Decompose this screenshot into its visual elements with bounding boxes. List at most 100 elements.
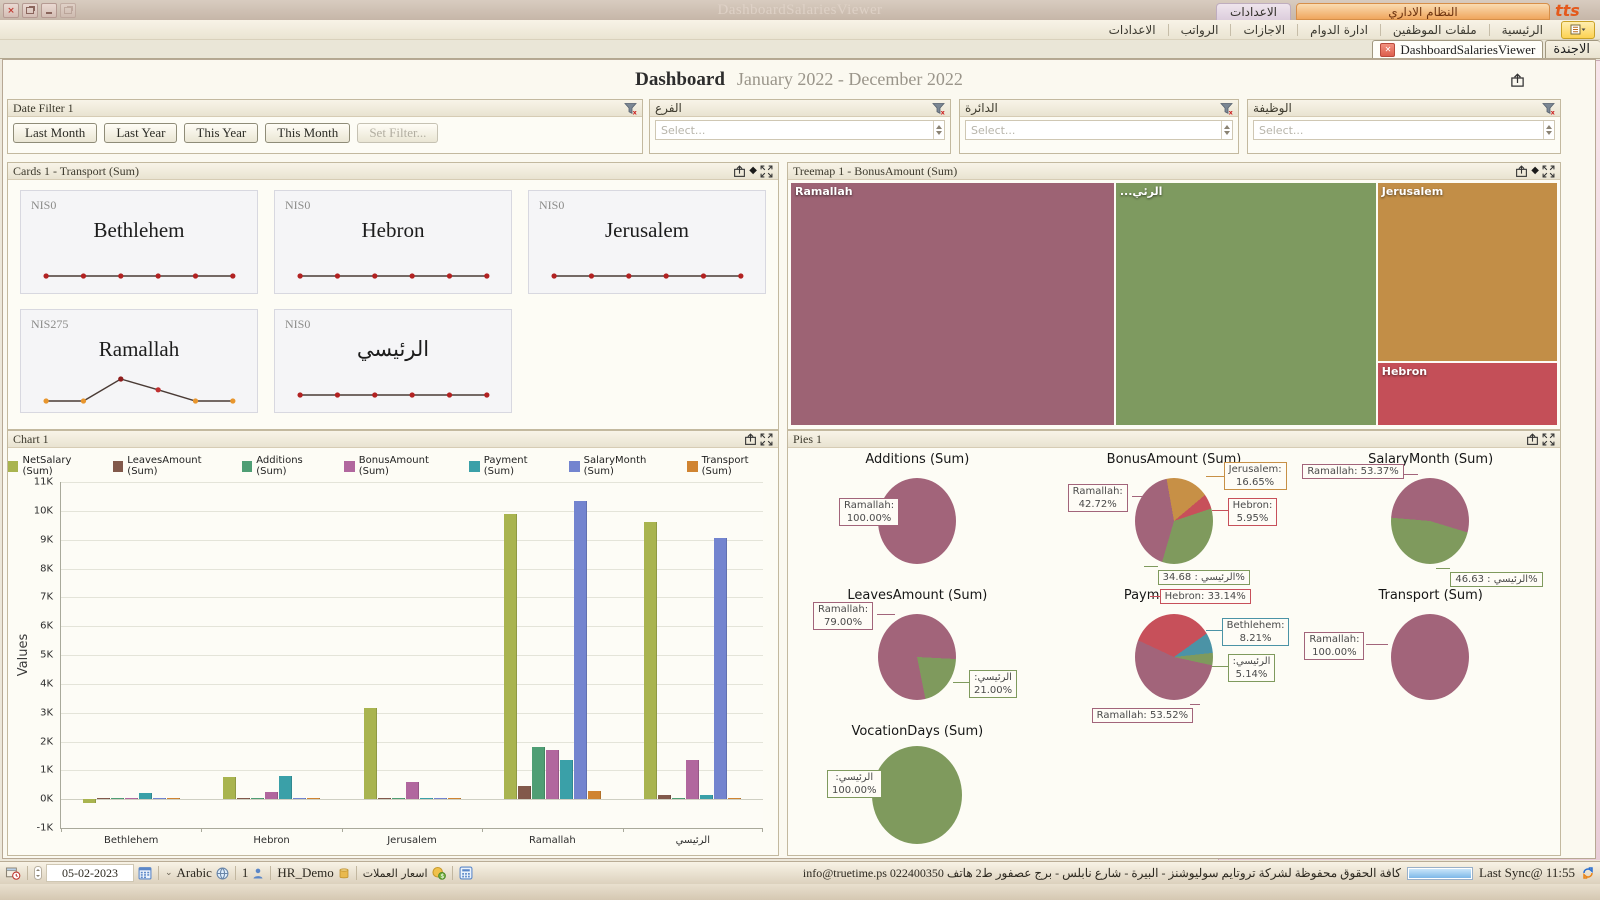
legend-item-6[interactable]: Transport (Sum) (687, 455, 778, 477)
spinner-icon[interactable] (1221, 121, 1232, 139)
bar[interactable] (391, 798, 405, 800)
bar[interactable] (503, 513, 517, 800)
date-filter-button-2[interactable]: This Year (184, 123, 259, 143)
diamond-icon[interactable]: ◆ (1531, 165, 1539, 176)
bar[interactable] (166, 798, 180, 800)
bar[interactable] (377, 798, 391, 800)
bar[interactable] (419, 798, 433, 800)
bar[interactable] (700, 794, 714, 800)
legend-item-3[interactable]: BonusAmount (Sum) (344, 455, 457, 477)
bar[interactable] (573, 500, 587, 800)
pie-chart[interactable] (1134, 614, 1213, 700)
card[interactable]: NIS0 الرئيسي (274, 309, 512, 413)
branch-select[interactable]: Select... (655, 120, 945, 140)
filter-funnel-icon[interactable]: x (1220, 102, 1233, 115)
treemap-node[interactable]: Hebron (1376, 361, 1558, 426)
bar[interactable] (110, 798, 124, 800)
export-icon[interactable] (733, 164, 746, 178)
department-select[interactable]: Select... (965, 120, 1233, 140)
bar[interactable] (251, 798, 265, 800)
chevron-down-icon[interactable]: ⌄ (165, 868, 173, 878)
treemap-node[interactable]: Ramallah (790, 182, 1115, 426)
bar[interactable] (96, 798, 110, 800)
job-select[interactable]: Select... (1253, 120, 1555, 140)
treemap-node[interactable]: الرئي... (1114, 182, 1377, 426)
date-filter-button-3[interactable]: This Month (265, 123, 351, 143)
window-extra-button[interactable] (60, 3, 76, 18)
ribbon-item-5[interactable]: الرئيسية (1501, 22, 1543, 37)
window-close-button[interactable]: × (3, 3, 19, 18)
pie-chart[interactable] (872, 746, 962, 844)
pie-chart[interactable] (1134, 478, 1213, 564)
spinner-icon[interactable] (933, 121, 944, 139)
ribbon-item-0[interactable]: الاعدادات (1108, 22, 1156, 37)
calendar-icon[interactable] (138, 866, 152, 880)
legend-item-5[interactable]: SalaryMonth (Sum) (569, 455, 675, 477)
window-minimize-button[interactable] (41, 3, 57, 18)
bar[interactable] (138, 793, 152, 800)
diamond-icon[interactable]: ◆ (749, 165, 757, 176)
ribbon-item-1[interactable]: الرواتب (1180, 22, 1219, 37)
bar[interactable] (152, 798, 166, 800)
ribbon-item-4[interactable]: ملفات الموظفين (1392, 22, 1477, 37)
bar[interactable] (531, 747, 545, 800)
bar[interactable] (124, 798, 138, 800)
pie-chart[interactable] (1391, 614, 1470, 700)
close-icon[interactable]: ✕ (1380, 42, 1396, 57)
bar[interactable] (265, 791, 279, 800)
filter-funnel-icon[interactable]: x (932, 102, 945, 115)
legend-item-2[interactable]: Additions (Sum) (241, 455, 332, 477)
expand-icon[interactable] (1542, 165, 1555, 178)
expand-icon[interactable] (1542, 433, 1555, 446)
tab-settings[interactable]: الاعدادات (1216, 3, 1291, 20)
language-label[interactable]: Arabic (176, 865, 212, 880)
spinner-icon[interactable] (1543, 121, 1554, 139)
sync-icon[interactable] (1581, 866, 1595, 880)
expand-icon[interactable] (760, 433, 773, 446)
bar[interactable] (658, 794, 672, 800)
bar[interactable] (82, 799, 96, 804)
legend-item-1[interactable]: LeavesAmount (Sum) (112, 455, 230, 477)
bar[interactable] (405, 781, 419, 800)
card[interactable]: NIS0 Hebron (274, 190, 512, 294)
date-filter-button-1[interactable]: Last Year (104, 123, 178, 143)
bar[interactable] (223, 777, 237, 800)
filter-funnel-icon[interactable]: x (624, 102, 637, 115)
currency-rates-label[interactable]: اسعار العملات (362, 866, 428, 880)
bar[interactable] (672, 797, 686, 800)
bar[interactable] (728, 798, 742, 800)
card[interactable]: NIS0 Jerusalem (528, 190, 766, 294)
export-icon[interactable] (1510, 73, 1525, 88)
ribbon-menu-button[interactable] (1561, 20, 1595, 39)
treemap-node[interactable]: Jerusalem (1376, 182, 1558, 362)
bar[interactable] (559, 760, 573, 800)
bar[interactable] (644, 522, 658, 800)
bar[interactable] (293, 798, 307, 800)
doc-tab-dashboard[interactable]: ✕ DashboardSalariesViewer (1372, 40, 1544, 58)
ribbon-item-3[interactable]: ادارة الدوام (1310, 22, 1368, 37)
doc-tab-agenda[interactable]: الاجندة (1545, 40, 1600, 58)
pie-chart[interactable] (878, 614, 956, 700)
legend-item-0[interactable]: NetSalary (Sum) (8, 455, 101, 477)
bar[interactable] (447, 798, 461, 800)
bar[interactable] (237, 798, 251, 800)
calculator-icon[interactable] (459, 866, 473, 880)
bar[interactable] (517, 786, 531, 800)
filter-funnel-icon[interactable]: x (1542, 102, 1555, 115)
date-filter-button-0[interactable]: Last Month (13, 123, 98, 143)
pie-chart[interactable] (1391, 478, 1470, 564)
bar[interactable] (587, 790, 601, 800)
spinner-icon[interactable] (34, 866, 42, 880)
legend-item-4[interactable]: Payment (Sum) (469, 455, 557, 477)
export-icon[interactable] (1526, 432, 1539, 446)
bar[interactable] (686, 760, 700, 800)
bar[interactable] (363, 708, 377, 800)
card[interactable]: NIS0 Bethlehem (20, 190, 258, 294)
card[interactable]: NIS275 Ramallah (20, 309, 258, 413)
bar[interactable] (545, 750, 559, 800)
bar[interactable] (307, 798, 321, 800)
ribbon-item-2[interactable]: الاجازات (1243, 22, 1286, 37)
expand-icon[interactable] (760, 165, 773, 178)
window-restore-button[interactable] (22, 3, 38, 18)
export-icon[interactable] (1515, 164, 1528, 178)
